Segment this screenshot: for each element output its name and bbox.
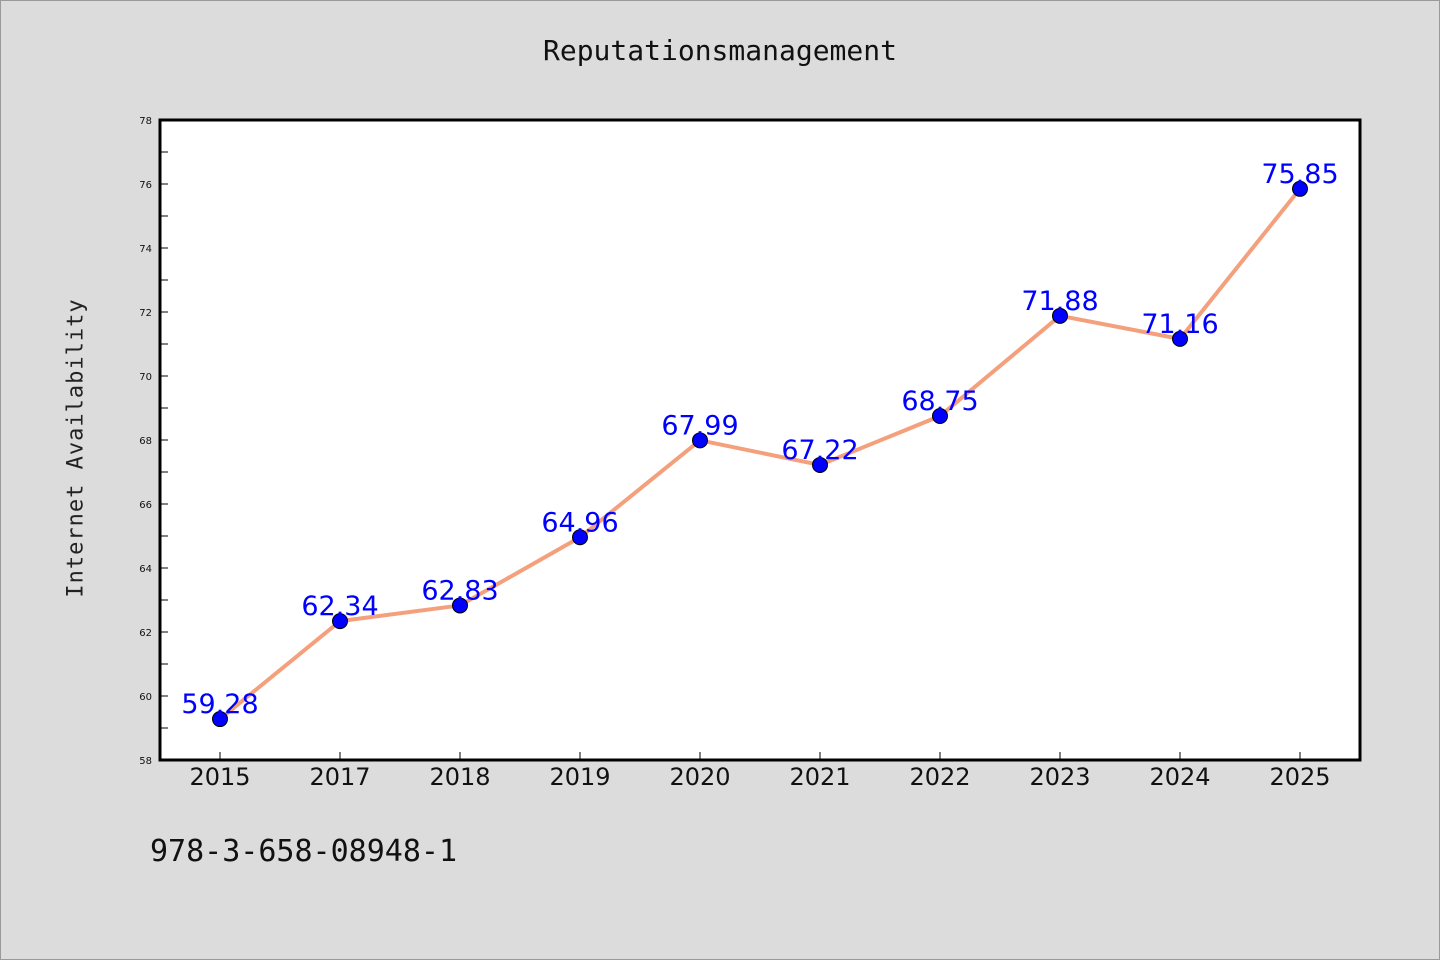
data-label: 67.22 xyxy=(781,435,858,466)
x-axis: 2015 2017 2018 2019 2020 2021 2022 2023 2024 2025 xyxy=(189,752,1331,791)
x-tick-label: 2018 xyxy=(429,763,490,791)
y-tick-label: 70 xyxy=(139,372,152,383)
data-label: 71.16 xyxy=(1141,309,1218,340)
data-point xyxy=(692,432,708,449)
x-tick-label: 2023 xyxy=(1029,763,1090,791)
data-label: 59.28 xyxy=(181,689,258,720)
series-line xyxy=(218,186,1302,722)
isbn-footnote: 978-3-658-08948-1 xyxy=(150,834,458,869)
y-tick-label: 60 xyxy=(139,692,152,703)
x-tick-label: 2022 xyxy=(909,763,970,791)
x-tick-label: 2025 xyxy=(1269,763,1330,791)
y-tick-label: 66 xyxy=(139,500,152,511)
data-labels: 59.28 62.34 62.83 64.96 67.99 67.22 68.75 71.88… xyxy=(181,159,1338,720)
y-tick-label: 58 xyxy=(139,756,152,767)
data-label: 62.34 xyxy=(301,591,378,622)
x-tick-label: 2017 xyxy=(309,763,370,791)
x-tick-label: 2024 xyxy=(1149,763,1210,791)
data-point xyxy=(452,597,468,614)
data-label: 62.83 xyxy=(421,575,498,606)
y-tick-label: 68 xyxy=(139,436,152,447)
data-label: 67.99 xyxy=(661,410,738,441)
y-tick-label: 76 xyxy=(139,180,152,191)
plot-area xyxy=(160,120,1360,760)
data-point xyxy=(572,529,588,546)
data-markers xyxy=(212,180,1308,728)
data-point xyxy=(212,711,228,728)
plot-border xyxy=(158,118,1362,762)
data-label: 68.75 xyxy=(901,386,978,417)
y-tick-label: 78 xyxy=(139,116,152,127)
data-label: 64.96 xyxy=(541,507,618,538)
x-tick-label: 2015 xyxy=(189,763,250,791)
data-point xyxy=(932,408,948,424)
y-tick-label: 64 xyxy=(139,564,152,575)
y-tick-label: 72 xyxy=(139,308,152,319)
data-point xyxy=(812,456,828,473)
data-point xyxy=(1052,307,1068,324)
data-label: 71.88 xyxy=(1021,286,1098,317)
chart-title: Reputationsmanagement xyxy=(542,34,897,67)
y-tick-label: 74 xyxy=(139,244,152,255)
data-point xyxy=(1172,330,1188,347)
data-point xyxy=(332,613,348,630)
y-tick-label: 62 xyxy=(139,628,152,639)
x-tick-label: 2020 xyxy=(669,763,730,791)
x-tick-label: 2019 xyxy=(549,763,610,791)
data-label: 75.85 xyxy=(1261,159,1338,190)
data-point xyxy=(1292,180,1308,197)
x-tick-label: 2021 xyxy=(789,763,850,791)
